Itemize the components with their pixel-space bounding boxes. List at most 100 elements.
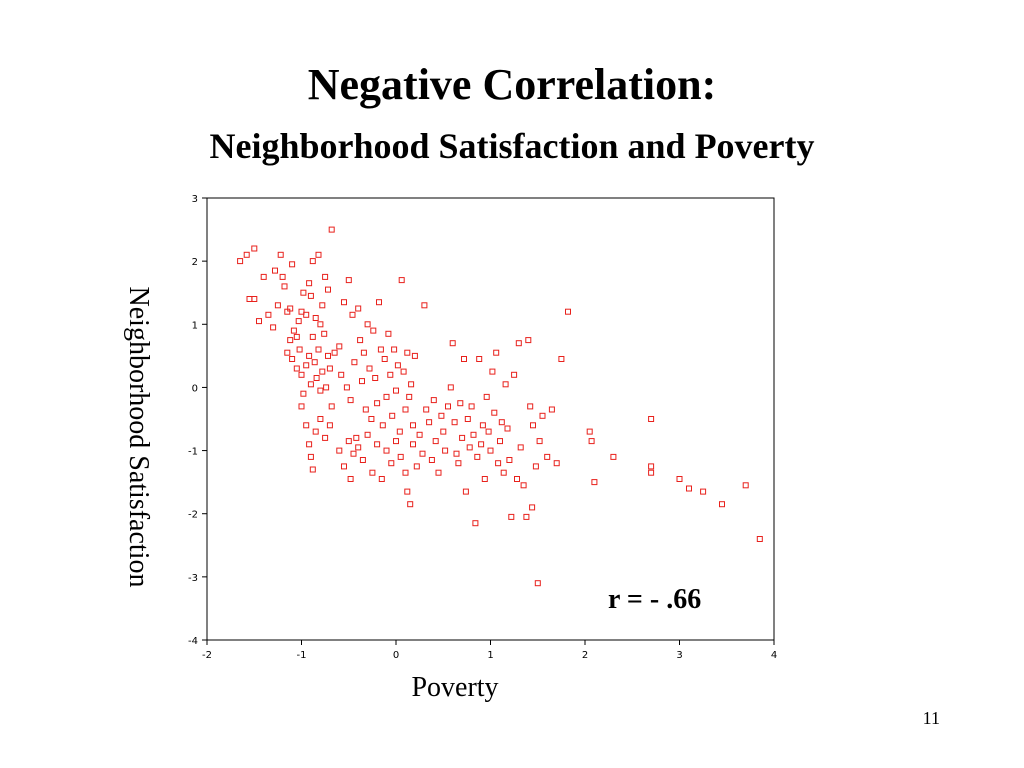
data-point — [476, 356, 483, 362]
data-point — [317, 387, 324, 394]
data-point — [256, 318, 262, 325]
data-point — [362, 406, 369, 413]
x-tick-label: -2 — [202, 650, 212, 661]
data-point — [325, 352, 331, 359]
data-point — [586, 428, 593, 435]
data-point — [284, 349, 291, 356]
data-point — [493, 349, 500, 356]
data-point — [416, 431, 423, 438]
data-point — [309, 333, 316, 340]
data-point — [515, 340, 522, 347]
data-point — [345, 277, 352, 284]
data-point — [539, 412, 546, 419]
data-point — [359, 378, 365, 385]
data-point — [307, 381, 314, 388]
data-point — [296, 346, 303, 353]
data-point — [397, 453, 404, 460]
data-point — [313, 375, 320, 381]
data-point — [307, 292, 314, 299]
data-point — [298, 403, 305, 410]
data-point — [514, 476, 520, 482]
data-point — [366, 365, 373, 372]
data-point — [300, 289, 307, 296]
data-point — [237, 258, 244, 265]
data-point — [610, 453, 617, 460]
data-point — [287, 305, 294, 312]
slide-number: 11 — [922, 708, 940, 728]
data-point — [281, 283, 288, 290]
data-point — [355, 444, 362, 451]
data-point — [368, 416, 375, 422]
x-tick-label: 2 — [582, 650, 588, 661]
data-point — [474, 453, 481, 460]
data-point — [243, 251, 250, 258]
data-point — [306, 280, 313, 287]
data-point — [506, 457, 513, 463]
data-point — [341, 463, 347, 470]
data-point — [270, 324, 277, 331]
data-point — [322, 434, 329, 441]
data-point — [394, 362, 401, 369]
data-point — [300, 390, 307, 397]
data-point — [407, 501, 414, 508]
data-point — [279, 273, 286, 280]
data-point — [290, 327, 297, 334]
data-point — [435, 469, 442, 476]
y-tick-label: 0 — [192, 383, 198, 394]
data-point — [419, 450, 426, 457]
data-point — [343, 384, 350, 391]
data-point — [298, 371, 305, 378]
x-tick-label: 1 — [487, 650, 493, 661]
data-point — [700, 488, 707, 495]
data-point — [565, 308, 571, 315]
data-point — [341, 299, 347, 306]
data-point — [438, 412, 445, 419]
data-point — [319, 368, 326, 375]
data-point — [317, 321, 324, 328]
data-point — [536, 438, 543, 445]
data-point — [686, 485, 692, 492]
data-point — [388, 460, 395, 467]
data-point — [459, 434, 466, 441]
x-tick-label: 0 — [393, 650, 399, 661]
data-point — [406, 393, 413, 400]
data-point — [336, 447, 343, 454]
y-tick-label: -1 — [188, 447, 198, 458]
data-point — [277, 251, 284, 258]
data-point — [312, 315, 319, 321]
data-point — [385, 330, 392, 337]
data-point — [410, 441, 416, 448]
data-point — [648, 416, 655, 422]
data-point — [479, 422, 486, 429]
x-tick-label: -1 — [297, 650, 307, 661]
data-point — [293, 365, 300, 372]
data-point — [251, 245, 258, 252]
data-point — [274, 302, 281, 309]
data-point — [428, 457, 435, 463]
data-point — [309, 258, 316, 265]
data-point — [553, 460, 560, 467]
data-point — [508, 513, 515, 520]
data-point — [359, 457, 366, 463]
data-point — [289, 261, 296, 268]
data-point — [500, 469, 507, 476]
data-point — [251, 296, 258, 302]
data-point — [447, 384, 454, 391]
data-point — [303, 362, 310, 369]
data-point — [423, 406, 430, 413]
data-point — [328, 403, 335, 410]
data-point — [338, 371, 345, 378]
data-point — [379, 422, 386, 429]
slide-subtitle: Neighborhood Satisfaction and Poverty — [209, 126, 815, 166]
data-point — [478, 441, 485, 448]
data-point — [331, 349, 338, 356]
data-point — [260, 273, 267, 280]
data-point — [389, 412, 396, 419]
y-tick-label: -4 — [188, 636, 198, 647]
data-point — [351, 359, 358, 366]
data-point — [591, 479, 598, 486]
data-point — [289, 356, 296, 362]
data-point — [530, 422, 536, 429]
data-point — [464, 416, 471, 422]
